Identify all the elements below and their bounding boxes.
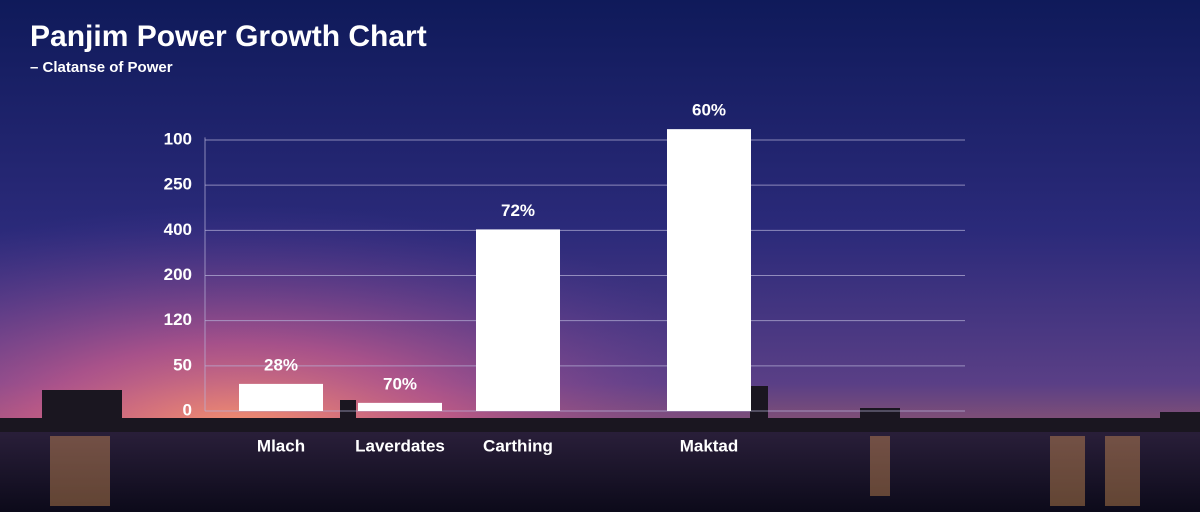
bar bbox=[239, 383, 323, 411]
chart-title: Panjim Power Growth Chart bbox=[30, 20, 427, 53]
reflections bbox=[50, 436, 1140, 506]
x-tick-label: Mlach bbox=[257, 436, 305, 455]
bar-annotation: 70% bbox=[383, 374, 417, 393]
y-tick-label: 120 bbox=[164, 310, 192, 329]
x-tick-label: Laverdates bbox=[355, 436, 445, 455]
y-tick-label: 0 bbox=[183, 400, 192, 419]
bar-annotation: 60% bbox=[692, 101, 726, 120]
y-tick-label: 50 bbox=[173, 355, 192, 374]
y-tick-label: 400 bbox=[164, 220, 192, 239]
bar bbox=[358, 402, 442, 411]
background-water bbox=[0, 430, 1200, 512]
x-tick-label: Maktad bbox=[680, 436, 739, 455]
y-tick-label: 200 bbox=[164, 265, 192, 284]
x-tick-label: Carthing bbox=[483, 436, 553, 455]
y-tick-label: 250 bbox=[164, 175, 192, 194]
skyline bbox=[0, 386, 1200, 432]
y-tick-label: 100 bbox=[164, 129, 192, 148]
chart-subtitle: – Clatanse of Power bbox=[30, 59, 173, 76]
bar-annotation: 72% bbox=[501, 201, 535, 220]
bar-annotation: 28% bbox=[264, 355, 298, 374]
bar bbox=[667, 129, 751, 412]
bar bbox=[476, 229, 560, 411]
